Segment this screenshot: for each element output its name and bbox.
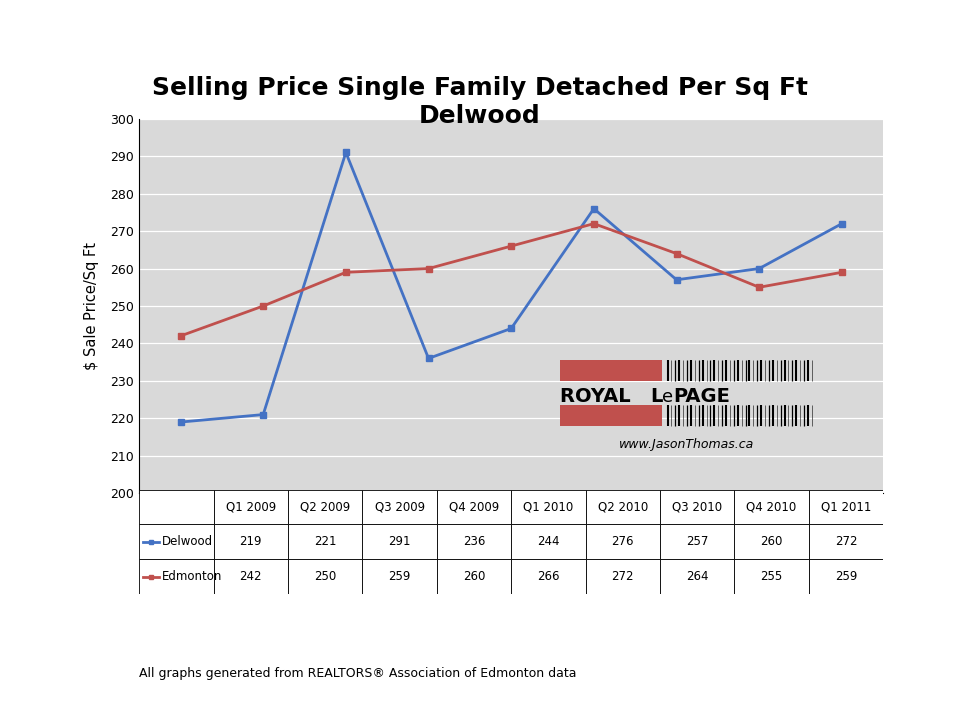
Y-axis label: $ Sale Price/Sq Ft: $ Sale Price/Sq Ft (84, 242, 99, 370)
Text: L: L (650, 387, 662, 406)
Bar (734, 559, 808, 594)
Bar (139, 524, 213, 559)
Bar (808, 524, 883, 559)
Text: 259: 259 (835, 570, 857, 583)
Bar (511, 490, 586, 524)
Bar (511, 559, 586, 594)
Bar (437, 524, 511, 559)
Bar (586, 524, 660, 559)
Bar (660, 490, 734, 524)
Text: ROYAL: ROYAL (560, 387, 637, 406)
Text: Q2 2010: Q2 2010 (598, 500, 648, 513)
Bar (560, 360, 662, 382)
Text: Q1 2009: Q1 2009 (226, 500, 276, 513)
Text: PAGE: PAGE (673, 387, 730, 406)
Text: Q4 2010: Q4 2010 (747, 500, 797, 513)
Text: 236: 236 (463, 535, 485, 549)
Text: 250: 250 (314, 570, 336, 583)
Text: All graphs generated from REALTORS® Association of Edmonton data: All graphs generated from REALTORS® Asso… (139, 667, 577, 680)
Bar (734, 490, 808, 524)
Text: 242: 242 (240, 570, 262, 583)
Bar (660, 559, 734, 594)
Bar (363, 524, 437, 559)
Bar (660, 524, 734, 559)
Bar (586, 490, 660, 524)
Text: Delwood: Delwood (420, 104, 540, 128)
Text: Q4 2009: Q4 2009 (449, 500, 499, 513)
Text: 219: 219 (240, 535, 262, 549)
Bar (213, 490, 288, 524)
Text: 291: 291 (389, 535, 411, 549)
Text: 255: 255 (760, 570, 782, 583)
Text: Q1 2010: Q1 2010 (523, 500, 573, 513)
Bar (139, 490, 213, 524)
Bar (511, 524, 586, 559)
Text: Q2 2009: Q2 2009 (300, 500, 350, 513)
Bar (139, 559, 213, 594)
Text: www.JasonThomas.ca: www.JasonThomas.ca (619, 438, 754, 451)
Bar (808, 490, 883, 524)
Bar (288, 559, 363, 594)
Bar (586, 559, 660, 594)
Bar (213, 559, 288, 594)
Text: Edmonton: Edmonton (161, 570, 222, 583)
Text: Q1 2011: Q1 2011 (821, 500, 871, 513)
Bar (213, 524, 288, 559)
Bar (437, 490, 511, 524)
Text: 276: 276 (612, 535, 634, 549)
Bar (437, 559, 511, 594)
Text: 259: 259 (389, 570, 411, 583)
Text: 260: 260 (463, 570, 485, 583)
Bar (288, 524, 363, 559)
Text: 272: 272 (612, 570, 634, 583)
Bar (734, 524, 808, 559)
Text: 272: 272 (835, 535, 857, 549)
Bar (808, 559, 883, 594)
Text: Selling Price Single Family Detached Per Sq Ft: Selling Price Single Family Detached Per… (152, 76, 808, 99)
Text: Q3 2009: Q3 2009 (374, 500, 424, 513)
Text: e: e (662, 387, 673, 405)
Bar (288, 490, 363, 524)
Text: 260: 260 (760, 535, 782, 549)
Text: 266: 266 (538, 570, 560, 583)
Bar (363, 490, 437, 524)
Text: 244: 244 (538, 535, 560, 549)
Text: 257: 257 (686, 535, 708, 549)
Text: Delwood: Delwood (161, 535, 213, 549)
Text: 221: 221 (314, 535, 336, 549)
Bar (560, 405, 662, 426)
Bar (363, 559, 437, 594)
Text: Q3 2010: Q3 2010 (672, 500, 722, 513)
Text: 264: 264 (686, 570, 708, 583)
